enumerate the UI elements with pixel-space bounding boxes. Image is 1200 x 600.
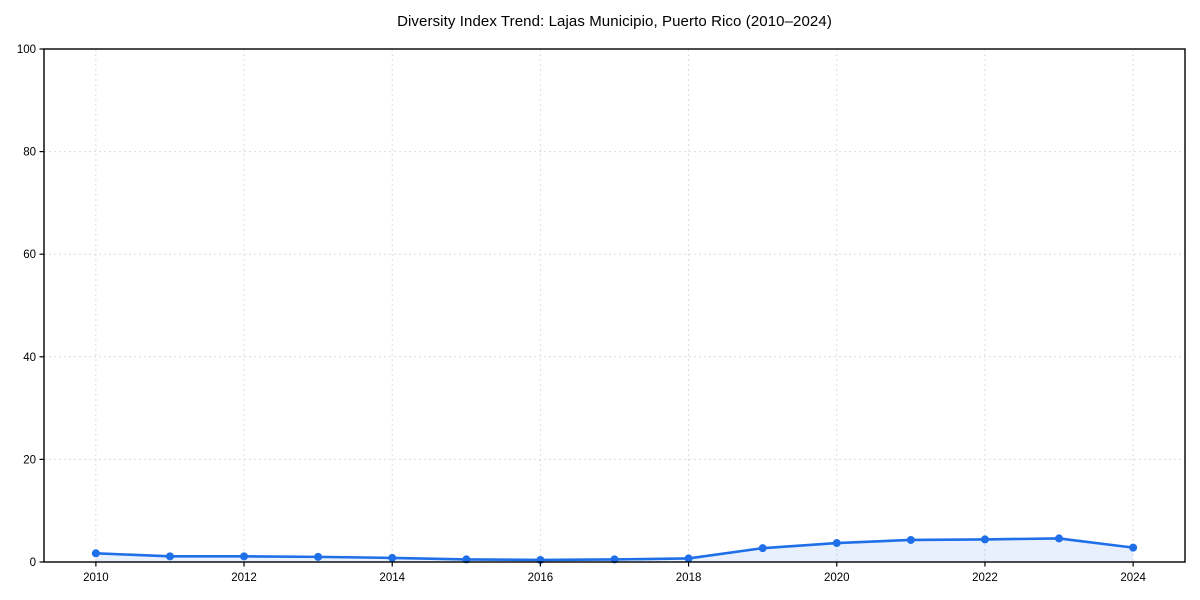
data-point <box>314 552 323 561</box>
y-tick-label: 0 <box>30 557 36 569</box>
y-tick-label: 40 <box>23 352 36 364</box>
x-tick-label: 2014 <box>379 572 405 584</box>
y-tick-label: 80 <box>23 147 36 159</box>
data-point <box>388 553 397 562</box>
y-tick-label: 60 <box>23 249 36 261</box>
data-point <box>1055 534 1064 543</box>
data-point <box>240 552 249 561</box>
series-area-fill <box>95 538 1134 562</box>
x-tick-label: 2016 <box>528 572 554 584</box>
y-tick-label: 100 <box>17 44 36 56</box>
y-tick-label: 20 <box>23 454 36 466</box>
x-tick-label: 2022 <box>972 572 998 584</box>
chart-title: Diversity Index Trend: Lajas Municipio, … <box>397 13 832 30</box>
data-point <box>980 535 989 544</box>
data-point <box>832 539 841 548</box>
plot-border <box>43 48 1186 563</box>
data-point <box>1129 543 1138 552</box>
data-point <box>91 549 100 558</box>
data-point <box>758 544 767 553</box>
data-point <box>165 552 174 561</box>
x-tick-label: 2010 <box>83 572 109 584</box>
data-point <box>684 554 693 563</box>
x-tick-label: 2018 <box>676 572 702 584</box>
x-tick-label: 2024 <box>1120 572 1146 584</box>
x-tick-label: 2012 <box>231 572 257 584</box>
x-tick-label: 2020 <box>824 572 850 584</box>
data-point <box>906 535 915 544</box>
